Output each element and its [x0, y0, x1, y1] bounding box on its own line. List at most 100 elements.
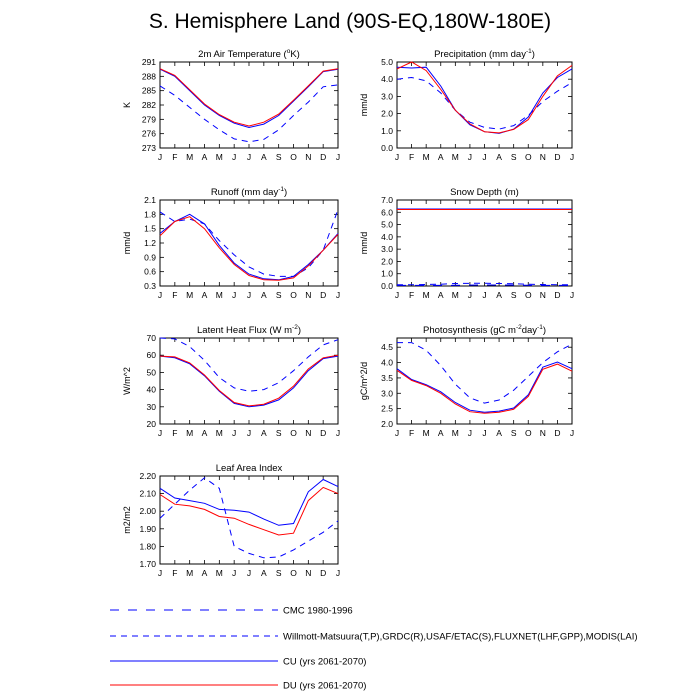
x-tick-label: M — [452, 290, 459, 300]
x-tick-label: D — [554, 152, 560, 162]
x-tick-label: A — [438, 290, 444, 300]
x-tick-label: O — [525, 428, 532, 438]
x-tick-label: M — [186, 152, 193, 162]
x-tick-label: A — [438, 152, 444, 162]
y-tick-label: 2.00 — [139, 506, 156, 516]
plot-frame — [159, 199, 339, 287]
x-tick-label: M — [423, 428, 430, 438]
y-tick-label: 0.9 — [144, 252, 156, 262]
y-tick-label: 0.0 — [381, 143, 393, 153]
legend-entry-1: CMC 1980-1996 — [110, 606, 353, 617]
y-axis-label: W/m^2 — [122, 367, 132, 395]
y-tick-label: 40 — [147, 385, 157, 395]
x-tick-label: J — [158, 290, 162, 300]
panel-title: Leaf Area Index — [216, 463, 283, 474]
legend-label: CU (yrs 2061-2070) — [283, 657, 366, 668]
y-tick-label: 291 — [142, 57, 156, 67]
x-tick-label: S — [511, 290, 517, 300]
series-line-obs — [396, 76, 573, 130]
x-tick-label: J — [158, 568, 162, 578]
panel-6: Photosynthesis (gC m-2day-1)J F M A M J J A S O N D… — [359, 324, 574, 438]
series-line-du — [396, 61, 573, 134]
x-tick-label: F — [172, 290, 177, 300]
y-tick-label: 5.0 — [381, 57, 393, 67]
x-tick-label: J — [232, 152, 236, 162]
x-tick-label: A — [261, 568, 267, 578]
x-tick-label: A — [438, 428, 444, 438]
x-tick-label: S — [276, 428, 282, 438]
y-tick-label: 279 — [142, 114, 156, 124]
x-tick-label: N — [540, 428, 546, 438]
figure-title: S. Hemisphere Land (90S-EQ,180W-180E) — [148, 10, 552, 33]
y-tick-label: 2.10 — [139, 489, 156, 499]
x-tick-label: J — [570, 152, 574, 162]
x-tick-label: J — [482, 428, 486, 438]
x-tick-label: A — [496, 290, 502, 300]
y-axis-label: m2/m2 — [122, 506, 132, 534]
y-tick-label: 2.0 — [381, 419, 393, 429]
x-tick-label: N — [540, 152, 546, 162]
x-tick-label: F — [172, 568, 177, 578]
x-tick-label: M — [216, 568, 223, 578]
x-tick-label: F — [409, 152, 414, 162]
y-tick-label: 2.5 — [381, 404, 393, 414]
y-tick-label: 3.0 — [381, 244, 393, 254]
y-tick-label: 276 — [142, 129, 156, 139]
y-tick-label: 1.0 — [381, 269, 393, 279]
y-tick-label: 2.20 — [139, 471, 156, 481]
plot-frame — [159, 337, 339, 425]
series-line-du — [396, 363, 573, 414]
x-tick-label: F — [409, 428, 414, 438]
x-tick-label: J — [232, 428, 236, 438]
y-tick-label: 7.0 — [381, 195, 393, 205]
x-tick-label: J — [336, 568, 340, 578]
x-tick-label: N — [540, 290, 546, 300]
panel-3: Runoff (mm day-1)J F M A M J J A S O N D J0.30.60.91… — [122, 186, 340, 300]
x-tick-label: J — [468, 428, 472, 438]
series-line-obs — [397, 282, 572, 286]
x-tick-label: N — [305, 428, 311, 438]
x-tick-label: F — [172, 428, 177, 438]
y-tick-label: 285 — [142, 86, 156, 96]
panel-title: Latent Heat Flux (W m-2) — [197, 324, 301, 336]
series-line-obs — [159, 337, 339, 392]
legend-entry-4: DU (yrs 2061-2070) — [110, 681, 366, 692]
x-tick-label: A — [496, 152, 502, 162]
series-line-obs — [397, 342, 573, 404]
y-tick-label: 1.5 — [144, 224, 156, 234]
legend-label: CMC 1980-1996 — [283, 606, 353, 617]
x-tick-label: J — [247, 152, 251, 162]
x-tick-label: S — [276, 152, 282, 162]
x-tick-label: A — [202, 428, 208, 438]
y-tick-label: 1.80 — [139, 541, 156, 551]
y-tick-label: 3.0 — [381, 388, 393, 398]
x-tick-label: A — [261, 290, 267, 300]
y-axis-label: gC/m^2/d — [359, 362, 369, 400]
legend-entry-2: Willmott-Matsuura(T,P),GRDC(R),USAF/ETAC… — [110, 632, 638, 643]
panel-title: Snow Depth (m) — [450, 187, 519, 198]
x-tick-label: M — [216, 152, 223, 162]
x-tick-label: J — [232, 290, 236, 300]
x-tick-label: J — [336, 290, 340, 300]
series-line-obs — [159, 84, 339, 143]
panel-title: Photosynthesis (gC m-2day-1) — [423, 324, 546, 336]
y-tick-label: 1.70 — [139, 559, 156, 569]
series-line-du — [159, 354, 339, 407]
y-tick-label: 1.90 — [139, 524, 156, 534]
x-tick-label: O — [525, 152, 532, 162]
x-tick-label: J — [482, 290, 486, 300]
x-tick-label: A — [202, 152, 208, 162]
x-tick-label: O — [290, 428, 297, 438]
x-tick-label: D — [320, 290, 326, 300]
x-tick-label: J — [570, 428, 574, 438]
x-tick-label: A — [202, 290, 208, 300]
y-tick-label: 3.0 — [381, 91, 393, 101]
x-tick-label: J — [482, 152, 486, 162]
y-tick-label: 5.0 — [381, 220, 393, 230]
panel-title: 2m Air Temperature (oK) — [198, 48, 300, 60]
y-tick-label: 0.3 — [144, 281, 156, 291]
x-tick-label: S — [511, 428, 517, 438]
series-line-cu — [159, 68, 339, 129]
x-tick-label: J — [570, 290, 574, 300]
